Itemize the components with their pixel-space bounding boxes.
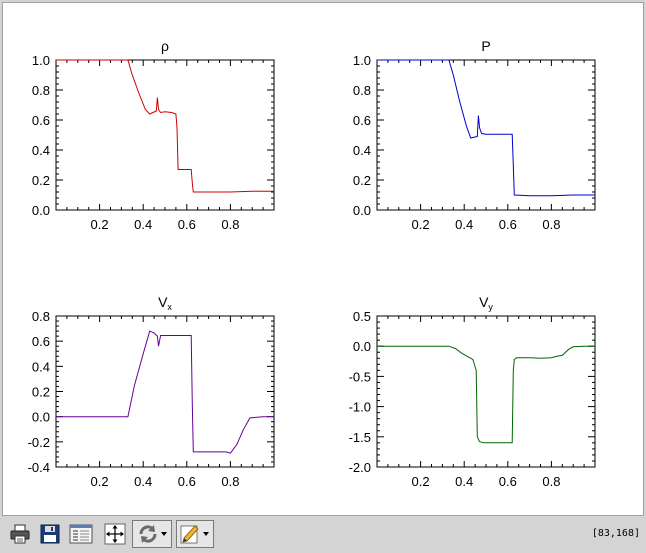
- chart-title-subscript: x: [167, 302, 172, 312]
- x-tick-label: 0.2: [412, 217, 430, 232]
- x-tick-label: 0.6: [499, 217, 517, 232]
- x-tick-label: 0.2: [91, 217, 109, 232]
- chart-3: 0.2 0.4 0.6 0.8 -0.4 -0.2 0.0 0.2 0.4 0.6 0.8 Vx: [28, 294, 275, 489]
- pencil-icon: [180, 525, 209, 544]
- refresh-menu-button[interactable]: [132, 520, 172, 548]
- chart-title: Vy: [479, 294, 493, 312]
- y-tick-label: -0.2: [28, 435, 50, 450]
- refresh-icon: [139, 525, 167, 543]
- property-sheet-icon: [69, 524, 93, 544]
- y-tick-label: 0.5: [353, 309, 371, 324]
- expand-arrows-icon: [104, 523, 126, 545]
- y-tick-label: -1.5: [349, 430, 371, 445]
- y-tick-label: 0.4: [32, 143, 50, 158]
- x-tick-label: 0.8: [221, 217, 239, 232]
- y-tick-label: 0.4: [353, 143, 371, 158]
- y-tick-label: 0.4: [32, 359, 50, 374]
- properties-button[interactable]: [66, 520, 96, 548]
- printer-icon: [10, 524, 30, 544]
- plot-window: 0.2 0.4 0.6 0.8 0.0 0.2 0.4 0.6 0.8 1.0 ρ 0.2 0.4 0.6…: [2, 2, 644, 516]
- y-tick-label: 0.6: [32, 113, 50, 128]
- annotate-menu-button[interactable]: [176, 520, 214, 548]
- chart-4: 0.2 0.4 0.6 0.8 -2.0 -1.5 -1.0 -0.5 0.0 0.5 Vy: [349, 294, 596, 489]
- print-button[interactable]: [6, 520, 34, 548]
- y-tick-label: 1.0: [32, 53, 50, 68]
- series-line: [56, 330, 274, 454]
- chart-title-subscript: y: [488, 302, 493, 312]
- chart-title: P: [481, 38, 490, 54]
- toolbar: [83,168]: [0, 517, 646, 553]
- x-tick-label: 0.2: [412, 474, 430, 489]
- y-tick-label: 0.0: [32, 203, 50, 218]
- y-tick-label: -0.4: [28, 460, 50, 475]
- x-tick-label: 0.4: [455, 217, 473, 232]
- plot-frame: [55, 59, 275, 211]
- y-tick-label: 0.8: [32, 309, 50, 324]
- x-tick-label: 0.6: [178, 217, 196, 232]
- y-tick-label: 0.2: [32, 173, 50, 188]
- chart-title: ρ: [161, 38, 169, 54]
- floppy-disk-icon: [40, 524, 60, 544]
- x-tick-label: 0.8: [221, 474, 239, 489]
- chart-2: 0.2 0.4 0.6 0.8 0.0 0.2 0.4 0.6 0.8 1.0 P: [353, 38, 596, 232]
- plot-frame: [376, 315, 596, 468]
- y-tick-label: 0.0: [353, 339, 371, 354]
- y-tick-label: -1.0: [349, 400, 371, 415]
- y-tick-label: 0.2: [32, 385, 50, 400]
- plot-canvas: 0.2 0.4 0.6 0.8 0.0 0.2 0.4 0.6 0.8 1.0 ρ 0.2 0.4 0.6…: [28, 38, 596, 489]
- x-tick-label: 0.4: [134, 474, 152, 489]
- plot-frame: [376, 59, 596, 211]
- y-tick-label: 0.2: [353, 173, 371, 188]
- y-tick-label: 0.6: [32, 334, 50, 349]
- x-tick-label: 0.8: [542, 217, 560, 232]
- y-tick-label: 0.8: [353, 83, 371, 98]
- x-tick-label: 0.6: [499, 474, 517, 489]
- chart-title: Vx: [158, 294, 172, 312]
- x-tick-label: 0.6: [178, 474, 196, 489]
- series-line: [56, 59, 274, 193]
- y-tick-label: -0.5: [349, 369, 371, 384]
- y-tick-label: 0.8: [32, 83, 50, 98]
- cursor-coordinate-readout: [83,168]: [591, 528, 640, 539]
- x-tick-label: 0.4: [455, 474, 473, 489]
- y-tick-label: 1.0: [353, 53, 371, 68]
- zoom-fit-button[interactable]: [100, 520, 130, 548]
- x-tick-label: 0.4: [134, 217, 152, 232]
- chart-1: 0.2 0.4 0.6 0.8 0.0 0.2 0.4 0.6 0.8 1.0 ρ: [32, 38, 275, 232]
- series-line: [377, 345, 595, 444]
- plot-frame: [55, 315, 275, 468]
- x-tick-label: 0.2: [91, 474, 109, 489]
- save-button[interactable]: [36, 520, 64, 548]
- x-tick-label: 0.8: [542, 474, 560, 489]
- series-line: [377, 59, 595, 197]
- y-tick-label: -2.0: [349, 460, 371, 475]
- y-tick-label: 0.0: [32, 410, 50, 425]
- y-tick-label: 0.0: [353, 203, 371, 218]
- y-tick-label: 0.6: [353, 113, 371, 128]
